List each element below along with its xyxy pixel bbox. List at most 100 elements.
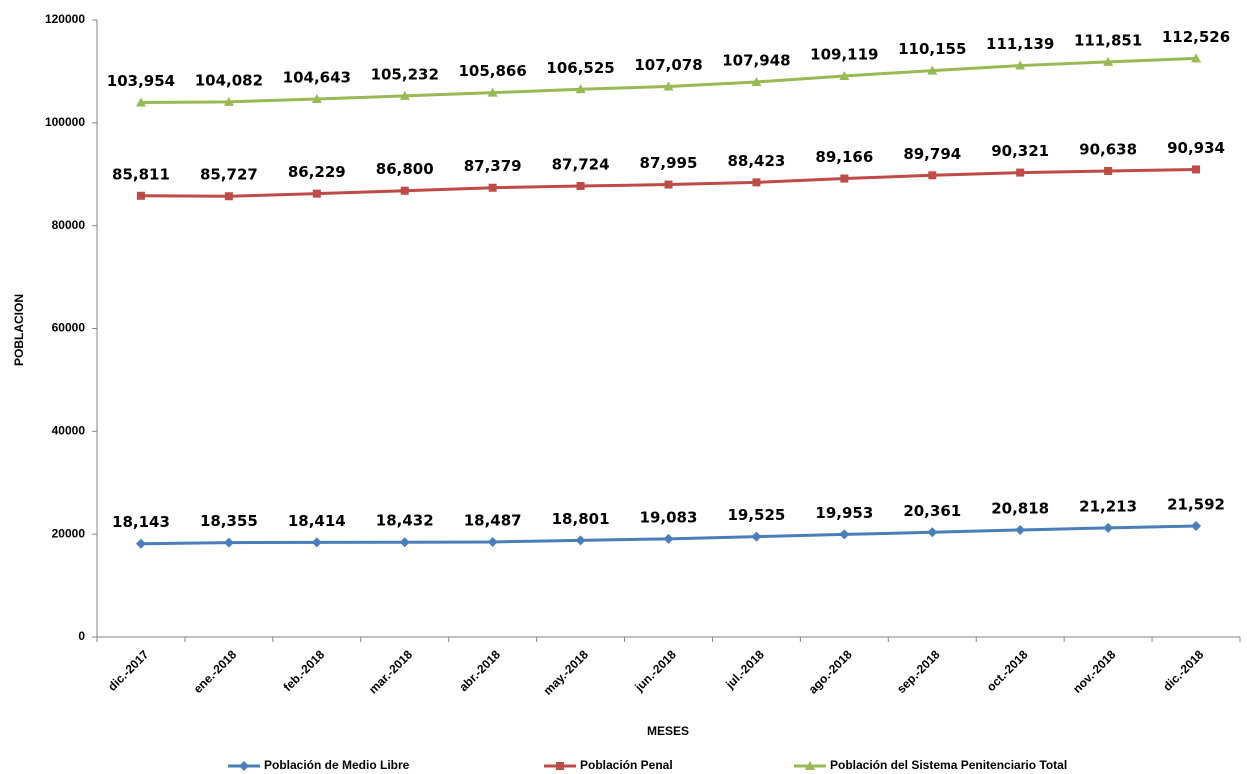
point	[1191, 520, 1202, 531]
data-label: 19,953	[815, 504, 873, 522]
data-label: 86,229	[288, 163, 346, 181]
point	[1016, 168, 1025, 177]
point	[839, 529, 850, 540]
data-label: 112,526	[1162, 28, 1230, 46]
data-label: 107,078	[634, 56, 702, 74]
x-tick-label: nov.-2018	[1070, 647, 1119, 696]
point	[839, 70, 850, 80]
y-tick-label: 100000	[45, 115, 85, 129]
data-label: 18,801	[552, 510, 610, 528]
data-label: 19,083	[640, 508, 698, 526]
data-label: 19,525	[727, 506, 785, 524]
data-label: 87,379	[464, 157, 522, 175]
data-label: 103,954	[107, 72, 175, 90]
y-tick-label: 80000	[52, 218, 86, 232]
data-label: 87,995	[640, 154, 698, 172]
legend-label: Población del Sistema Penitenciario Tota…	[830, 758, 1067, 772]
point	[752, 178, 761, 187]
data-label: 20,361	[903, 502, 961, 520]
point	[1104, 166, 1113, 175]
point	[311, 93, 322, 103]
data-label: 89,794	[903, 145, 961, 163]
point	[311, 537, 322, 548]
data-label: 90,321	[991, 142, 1049, 160]
point	[488, 183, 497, 192]
x-tick-label: dic.-2018	[1160, 647, 1206, 693]
x-tick-label: jun.-2018	[631, 647, 679, 695]
data-label: 21,592	[1167, 495, 1225, 513]
point	[487, 536, 498, 547]
y-tick-label: 120000	[45, 12, 85, 26]
data-label: 109,119	[810, 45, 878, 63]
data-label: 111,851	[1074, 31, 1142, 49]
point	[928, 171, 937, 180]
point	[135, 97, 146, 107]
x-tick-label: ene.-2018	[191, 647, 240, 696]
data-label: 90,934	[1167, 139, 1225, 157]
y-tick-label: 0	[78, 629, 85, 643]
data-label: 18,143	[112, 513, 170, 531]
point	[136, 191, 145, 200]
y-tick-label: 40000	[52, 424, 86, 438]
x-tick-label: oct.-2018	[984, 647, 1031, 694]
point	[575, 84, 586, 94]
point	[840, 174, 849, 183]
point	[487, 87, 498, 97]
point	[135, 538, 146, 549]
legend-label: Población de Medio Libre	[264, 758, 410, 772]
point	[751, 76, 762, 86]
legend-marker	[556, 762, 564, 770]
point	[1103, 522, 1114, 533]
data-label: 18,432	[376, 512, 434, 530]
data-label: 89,166	[815, 148, 873, 166]
x-tick-label: dic.-2017	[105, 647, 151, 693]
point	[927, 65, 938, 75]
data-label: 105,232	[371, 65, 439, 83]
point	[663, 533, 674, 544]
y-tick-label: 20000	[52, 526, 86, 540]
data-label: 21,213	[1079, 497, 1137, 515]
point	[400, 186, 409, 195]
data-label: 106,525	[546, 59, 614, 77]
x-tick-label: mar.-2018	[366, 647, 415, 696]
x-axis-label: MESES	[647, 724, 689, 738]
data-label: 111,139	[986, 35, 1054, 53]
legend-marker	[805, 761, 815, 770]
data-label: 86,800	[376, 160, 434, 178]
point	[1192, 165, 1201, 174]
x-tick-label: jul.-2018	[722, 647, 767, 692]
point	[1103, 56, 1114, 66]
point	[663, 81, 674, 91]
point	[664, 180, 673, 189]
y-tick-label: 60000	[52, 321, 86, 335]
x-tick-label: feb.-2018	[280, 647, 327, 694]
data-label: 105,866	[458, 62, 526, 80]
x-tick-label: ago.-2018	[806, 647, 855, 696]
x-tick-label: sep.-2018	[894, 647, 943, 696]
point	[223, 537, 234, 548]
point	[1015, 60, 1026, 70]
data-label: 18,355	[200, 512, 258, 530]
x-tick-label: may.-2018	[541, 647, 592, 698]
point	[223, 96, 234, 106]
data-label: 90,638	[1079, 140, 1137, 158]
data-label: 18,487	[464, 511, 522, 529]
data-label: 104,643	[283, 68, 351, 86]
data-label: 110,155	[898, 40, 966, 58]
data-label: 107,948	[722, 51, 790, 69]
y-axis-label: POBLACION	[12, 294, 26, 366]
legend-label: Población Penal	[580, 758, 673, 772]
data-label: 88,423	[727, 152, 785, 170]
data-label: 85,811	[112, 165, 170, 183]
point	[399, 537, 410, 548]
data-label: 104,082	[195, 71, 263, 89]
data-label: 18,414	[288, 512, 346, 530]
point	[927, 527, 938, 538]
point	[312, 189, 321, 198]
data-label: 87,724	[552, 155, 610, 173]
point	[576, 181, 585, 190]
x-tick-label: abr.-2018	[456, 647, 503, 694]
legend-marker	[239, 761, 249, 771]
point	[399, 90, 410, 100]
